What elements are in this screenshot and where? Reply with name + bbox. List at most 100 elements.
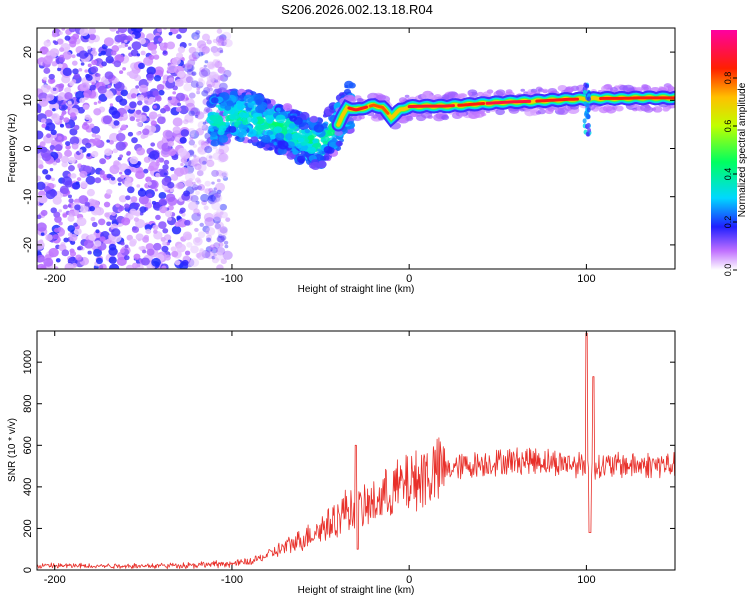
snr-series-line: [36, 332, 675, 570]
spectrogram-noise-blob: [156, 28, 162, 33]
spectrogram-noise-blob: [212, 211, 223, 221]
spectrogram-noise-blob: [73, 72, 81, 79]
spectrogram-noise-blob: [196, 165, 202, 171]
spectrogram-noise-blob: [208, 187, 214, 193]
spectrogram-noise-blob: [71, 54, 76, 59]
spectrogram-noise-blob: [41, 123, 47, 128]
spectrogram-noise-blob: [215, 182, 226, 192]
spectrogram-noise-blob: [119, 154, 124, 158]
spectrogram-noise-blob: [119, 248, 125, 254]
spectrogram-ridge-peak: [599, 96, 675, 100]
spectrogram-noise-blob: [148, 111, 158, 120]
spectrogram-marks: [37, 28, 675, 269]
spectrogram-noise-blob: [93, 248, 103, 257]
spectrogram-noise-blob: [135, 233, 144, 241]
spectrogram-noise-blob: [215, 169, 223, 177]
spectrogram-transition-blob: [348, 82, 356, 89]
spectrogram-noise-blob: [43, 67, 51, 74]
spectrogram-noise-blob: [64, 180, 73, 188]
spectrogram-noise-blob: [191, 212, 201, 222]
spectrogram-noise-blob: [42, 169, 49, 175]
spectrogram-noise-blob: [160, 237, 166, 242]
spectrogram-noise-blob: [69, 136, 80, 146]
spectrogram-transition-blob: [275, 107, 281, 112]
spectrogram-noise-blob: [216, 38, 225, 47]
spectrogram-noise-blob: [196, 87, 201, 91]
spectrogram-transition-blob: [328, 138, 340, 148]
colorbar-ticks: 0.0 0.2 0.4 0.6 0.8: [723, 72, 737, 276]
spectrogram-noise-blob: [193, 156, 201, 163]
spectrogram-noise-blob: [175, 92, 186, 102]
spectrogram-noise-blob: [55, 258, 61, 263]
spectrogram-ridge-peak: [407, 104, 455, 109]
spectrogram-noise-blob: [225, 217, 231, 222]
spectrogram-noise-blob: [119, 171, 123, 175]
spectrogram-noise-blob: [110, 50, 117, 56]
spectrogram-noise-blob: [120, 42, 127, 49]
spectrogram-noise-blob: [199, 43, 208, 52]
spectrogram-noise-blob: [216, 28, 223, 34]
spectrogram-noise-blob: [145, 243, 154, 251]
spectrogram-noise-blob: [143, 156, 151, 163]
spectrogram-noise-blob: [202, 160, 207, 165]
spectrogram-noise-blob: [128, 70, 139, 79]
spectrogram-transition-blob: [295, 143, 302, 149]
spectrogram-noise-blob: [196, 252, 206, 261]
spectrogram-noise-blob: [152, 90, 160, 97]
spectrogram-noise-blob: [59, 47, 65, 52]
spectrogram-noise-blob: [75, 254, 82, 261]
spectrogram-noise-blob: [57, 63, 63, 69]
spectrogram-noise-blob: [106, 156, 110, 160]
spectrogram-noise-blob: [172, 91, 177, 95]
spectrogram-noise-blob: [127, 46, 132, 50]
spectrogram-noise-blob: [205, 154, 214, 162]
spectrogram-transition-blob: [306, 146, 316, 154]
spectrogram-noise-blob: [219, 34, 227, 42]
spectrogram-noise-blob: [151, 49, 157, 55]
spectrogram-noise-blob: [207, 144, 213, 149]
spectrogram-noise-blob: [211, 197, 218, 203]
spectrogram-noise-blob: [206, 74, 213, 81]
spectrogram-halo-blob: [520, 88, 526, 92]
spectrogram-noise-blob: [198, 139, 206, 146]
spectrogram-noise-blob: [131, 226, 140, 233]
spectrogram-noise-blob: [120, 241, 125, 246]
colorbar-tick-label: 0.2: [723, 216, 733, 229]
spectrogram-noise-blob: [57, 97, 62, 101]
spectrogram-noise-blob: [158, 198, 166, 206]
spectrogram-noise-blob: [62, 67, 72, 77]
spectrogram-noise-blob: [68, 156, 76, 164]
spectrogram-noise-blob: [52, 234, 59, 240]
spectrogram-noise-blob: [84, 52, 89, 57]
spectrogram-transition-blob: [286, 141, 295, 149]
spectrogram-spike-blob: [586, 96, 591, 102]
spectrogram-noise-blob: [89, 84, 97, 91]
spectrogram-noise-blob: [42, 55, 53, 65]
spectrogram-noise-blob: [201, 46, 210, 54]
spectrogram-noise-blob: [146, 248, 155, 256]
spectrogram-noise-blob: [77, 165, 81, 169]
spectrogram-noise-blob: [185, 186, 195, 195]
spectrogram-noise-blob: [209, 87, 213, 91]
spectrogram-noise-blob: [131, 41, 142, 51]
spectrogram-transition-blob: [247, 128, 257, 137]
spectrogram-noise-blob: [213, 253, 217, 257]
spectrogram-noise-blob: [197, 183, 206, 191]
spectrogram-noise-blob: [188, 53, 197, 62]
spectrogram-noise-blob: [205, 88, 213, 96]
spectrogram-noise-blob: [113, 160, 120, 167]
spectrogram-transition-blob: [210, 97, 219, 104]
spectrogram-noise-blob: [126, 71, 132, 76]
spectrogram-noise-blob: [176, 182, 185, 190]
spectrogram-transition-blob: [224, 105, 232, 111]
spectrogram-noise-blob: [167, 140, 175, 147]
spectrogram-transition-blob: [284, 133, 294, 141]
colorbar-label: Normalized spectral amplitude: [737, 82, 748, 217]
spectrogram-noise-blob: [212, 152, 222, 161]
spectrogram-noise-blob: [115, 30, 120, 34]
spectrogram-noise-blob: [211, 255, 216, 260]
spectrogram-noise-blob: [195, 30, 201, 35]
spectrogram-noise-blob: [131, 262, 139, 269]
spectrogram-noise-blob: [72, 68, 79, 75]
